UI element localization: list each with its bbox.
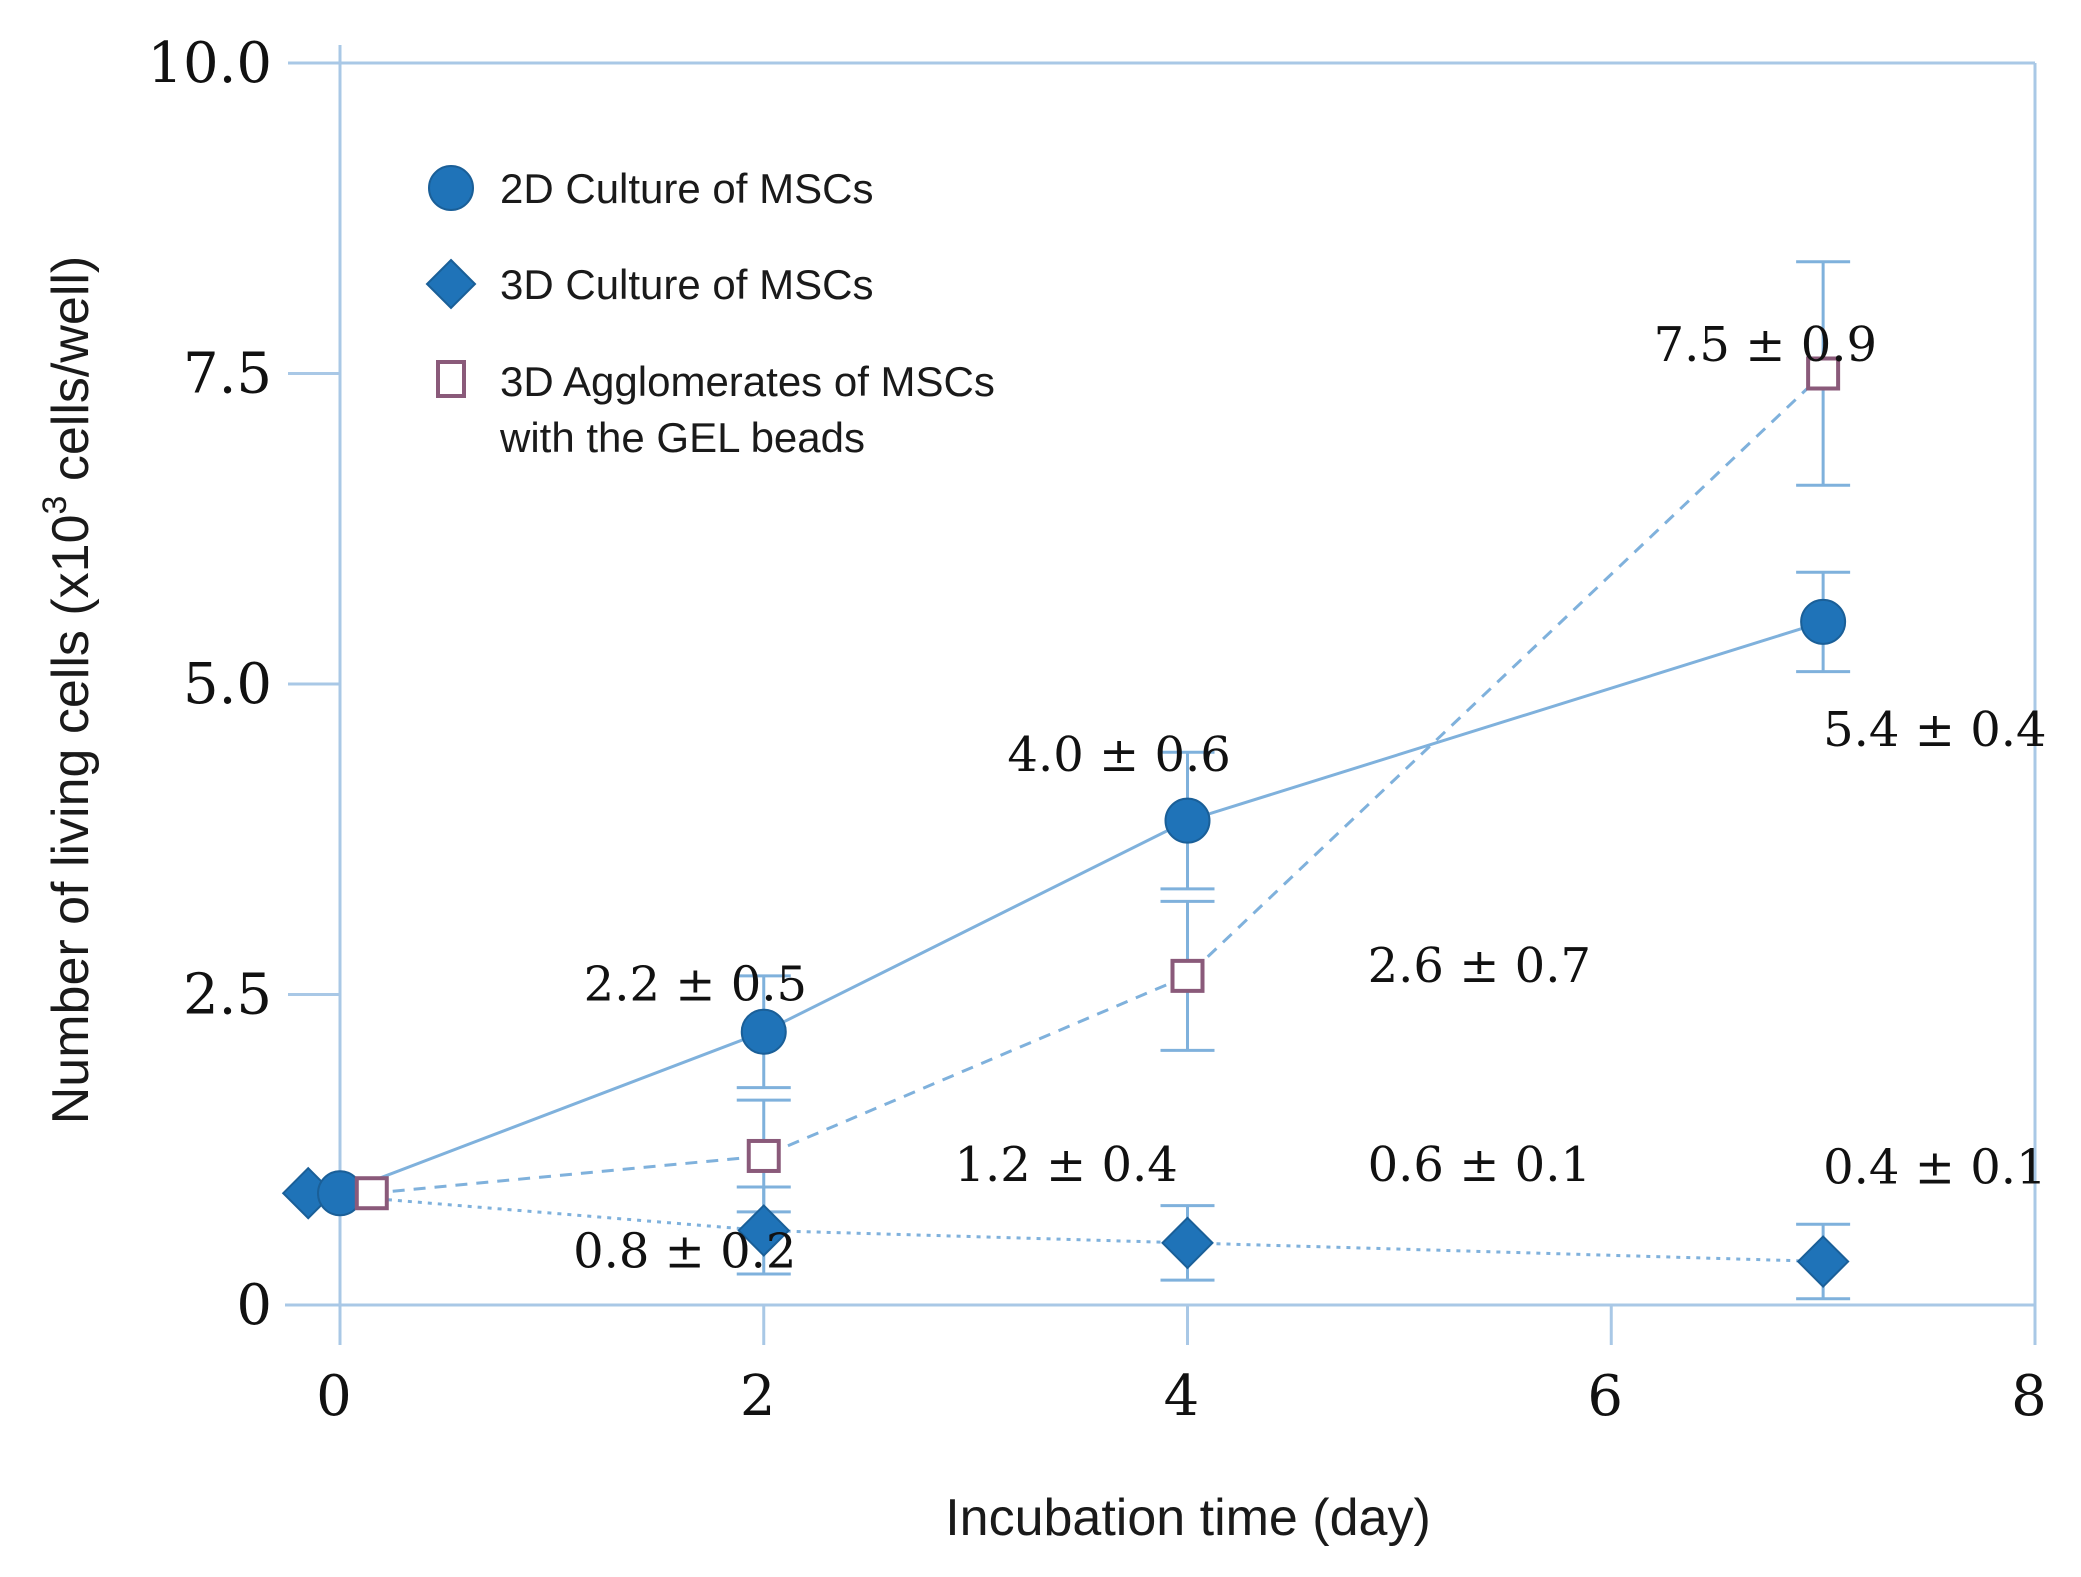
marker-diamond xyxy=(737,1204,791,1257)
legend: 2D Culture of MSCs 3D Culture of MSCs 3D… xyxy=(425,165,995,461)
data-label: 1.2 ± 0.4 xyxy=(954,1137,1177,1193)
data-label: 0.6 ± 0.1 xyxy=(1368,1137,1591,1193)
y-tick-label: 0 xyxy=(236,1273,272,1338)
x-tick-label: 8 xyxy=(2011,1364,2047,1429)
series-line-2 xyxy=(371,372,1825,1195)
y-tick-label: 10.0 xyxy=(147,31,272,96)
y-axis-title-tail: cells/well) xyxy=(42,256,100,496)
plot-frame xyxy=(285,45,2037,1345)
data-label: 5.4 ± 0.4 xyxy=(1823,702,2046,758)
data-annotations: 2.2 ± 0.5 4.0 ± 0.6 5.4 ± 0.4 7.5 ± 0.9 2.6 … xyxy=(573,317,2046,1280)
marker-circle xyxy=(740,1008,787,1055)
error-bars xyxy=(736,260,1851,1301)
marker-square xyxy=(1170,958,1205,993)
y-tick-label: 7.5 xyxy=(183,342,272,407)
series-markers xyxy=(281,356,1850,1288)
legend-label-agglomerates-line2: with the GEL beads xyxy=(499,414,865,461)
legend-label-3d: 3D Culture of MSCs xyxy=(500,261,873,308)
x-tick-label: 6 xyxy=(1587,1364,1623,1429)
legend-marker-diamond xyxy=(425,258,477,310)
marker-circle xyxy=(1800,598,1847,645)
y-axis-ticks: 0 2.5 5.0 7.5 10.0 xyxy=(147,31,340,1338)
x-axis-ticks: 0 2 4 6 8 xyxy=(316,1305,2047,1429)
data-label: 0.8 ± 0.2 xyxy=(573,1224,796,1280)
marker-square xyxy=(1806,356,1841,391)
y-tick-label: 2.5 xyxy=(183,963,272,1028)
series-lines xyxy=(308,372,1825,1263)
data-label: 4.0 ± 0.6 xyxy=(1007,727,1230,783)
x-tick-label: 0 xyxy=(316,1364,352,1429)
marker-circle xyxy=(1164,797,1211,844)
legend-marker-square xyxy=(436,360,466,398)
marker-diamond xyxy=(1796,1235,1850,1288)
data-label: 2.2 ± 0.5 xyxy=(584,957,807,1013)
data-label: 2.6 ± 0.7 xyxy=(1368,938,1591,994)
y-axis-title-main: Number of living cells (x10 xyxy=(42,514,100,1124)
y-tick-label: 5.0 xyxy=(183,652,272,717)
marker-square xyxy=(354,1176,389,1211)
data-label: 0.4 ± 0.1 xyxy=(1823,1139,2046,1195)
x-axis-title: Incubation time (day) xyxy=(945,1489,1431,1547)
y-axis-title: Number of living cells (x103 cells/well) xyxy=(36,256,100,1125)
y-axis-title-superscript: 3 xyxy=(36,496,74,515)
legend-label-2d: 2D Culture of MSCs xyxy=(500,165,873,212)
series-line-1 xyxy=(308,1191,1824,1263)
legend-marker-circle xyxy=(428,165,474,211)
data-label: 7.5 ± 0.9 xyxy=(1654,317,1877,373)
legend-label-agglomerates-line1: 3D Agglomerates of MSCs xyxy=(500,358,995,405)
marker-diamond xyxy=(1161,1216,1214,1270)
marker-square xyxy=(746,1138,781,1173)
x-tick-label: 4 xyxy=(1164,1364,1200,1429)
series-line-0 xyxy=(339,620,1824,1195)
x-tick-label: 2 xyxy=(740,1364,776,1429)
